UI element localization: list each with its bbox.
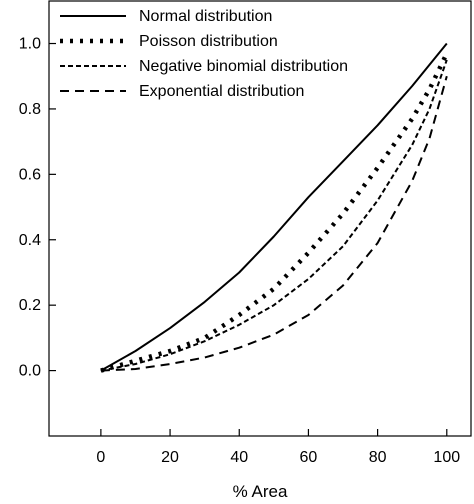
x-tick-label: 40 xyxy=(230,449,248,466)
plot-frame xyxy=(48,0,472,437)
series-layer xyxy=(100,42,449,373)
y-tick-label: 0.8 xyxy=(19,101,41,118)
x-tick-label: 60 xyxy=(300,449,318,466)
legend-label: Poisson distribution xyxy=(139,33,278,50)
legend-label: Negative binomial distribution xyxy=(139,58,348,75)
x-tick-label: 80 xyxy=(369,449,387,466)
y-tick-label: 0.0 xyxy=(19,363,41,380)
x-tick-label: 20 xyxy=(161,449,179,466)
y-tick-label: 0.6 xyxy=(19,166,41,183)
y-tick-label: 0.4 xyxy=(19,232,41,249)
legend-label: Exponential distribution xyxy=(139,83,304,100)
y-tick-label: 1.0 xyxy=(19,36,41,53)
series-line-long-dash xyxy=(100,75,448,372)
legend-label: Normal distribution xyxy=(139,8,272,25)
x-tick-label: 100 xyxy=(433,449,460,466)
legend: Normal distribution Poisson distribution N… xyxy=(60,8,348,100)
series-line-short-dash xyxy=(100,59,448,372)
x-axis: 0 20 40 60 80 100 xyxy=(96,429,460,466)
x-axis-title: % Area xyxy=(233,482,288,501)
y-tick-label: 0.2 xyxy=(19,297,41,314)
series-line-solid xyxy=(100,42,448,372)
y-axis: 0.0 0.2 0.4 0.6 0.8 1.0 xyxy=(19,36,56,380)
x-tick-label: 0 xyxy=(96,449,105,466)
